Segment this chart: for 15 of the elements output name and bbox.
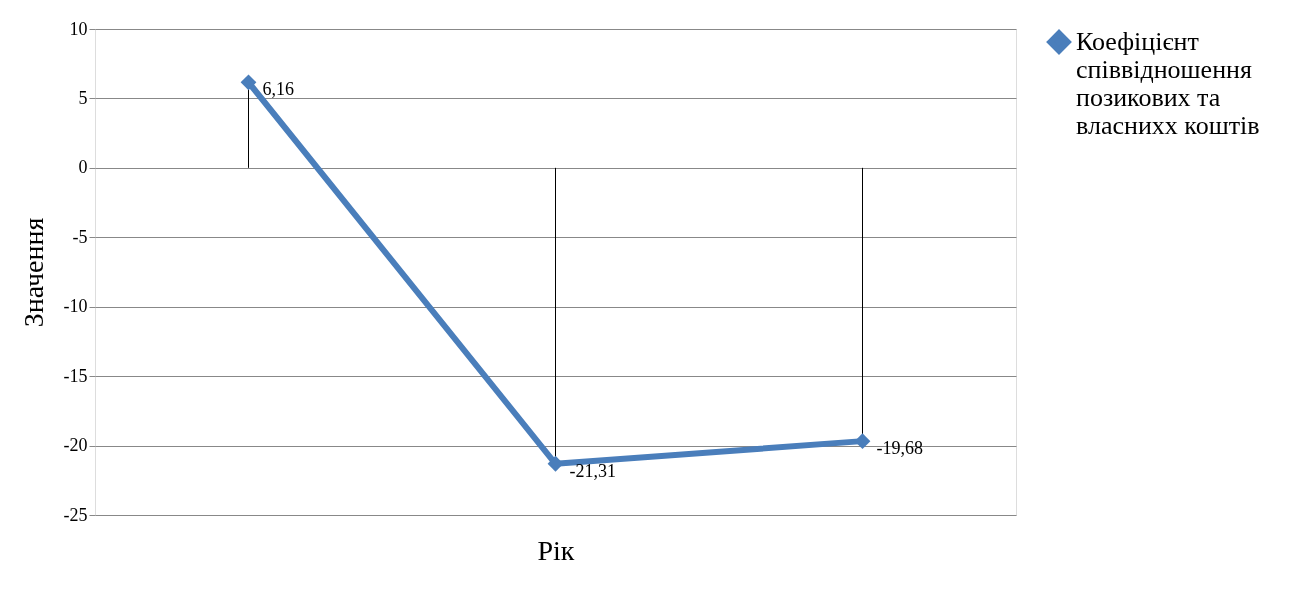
y-tick-label: 0 xyxy=(78,157,88,178)
y-tick-label: -10 xyxy=(63,296,88,317)
y-tick-label: 10 xyxy=(69,18,88,39)
y-tick-label: -25 xyxy=(63,504,88,525)
x-axis-title: Рік xyxy=(537,534,575,566)
y-tick-label: -5 xyxy=(72,226,88,247)
data-label: -19,68 xyxy=(876,438,923,459)
data-label: 6,16 xyxy=(262,79,294,100)
y-tick-label: -15 xyxy=(63,365,88,386)
y-tick-label: -20 xyxy=(63,435,88,456)
legend-label: Коефіцієнт співвідношення позикових та власнихх коштів xyxy=(1076,27,1260,140)
y-axis-title: Значення xyxy=(17,217,49,328)
data-label: -21,31 xyxy=(569,460,616,481)
point xyxy=(240,74,257,91)
y-tick-label: 5 xyxy=(78,87,88,108)
